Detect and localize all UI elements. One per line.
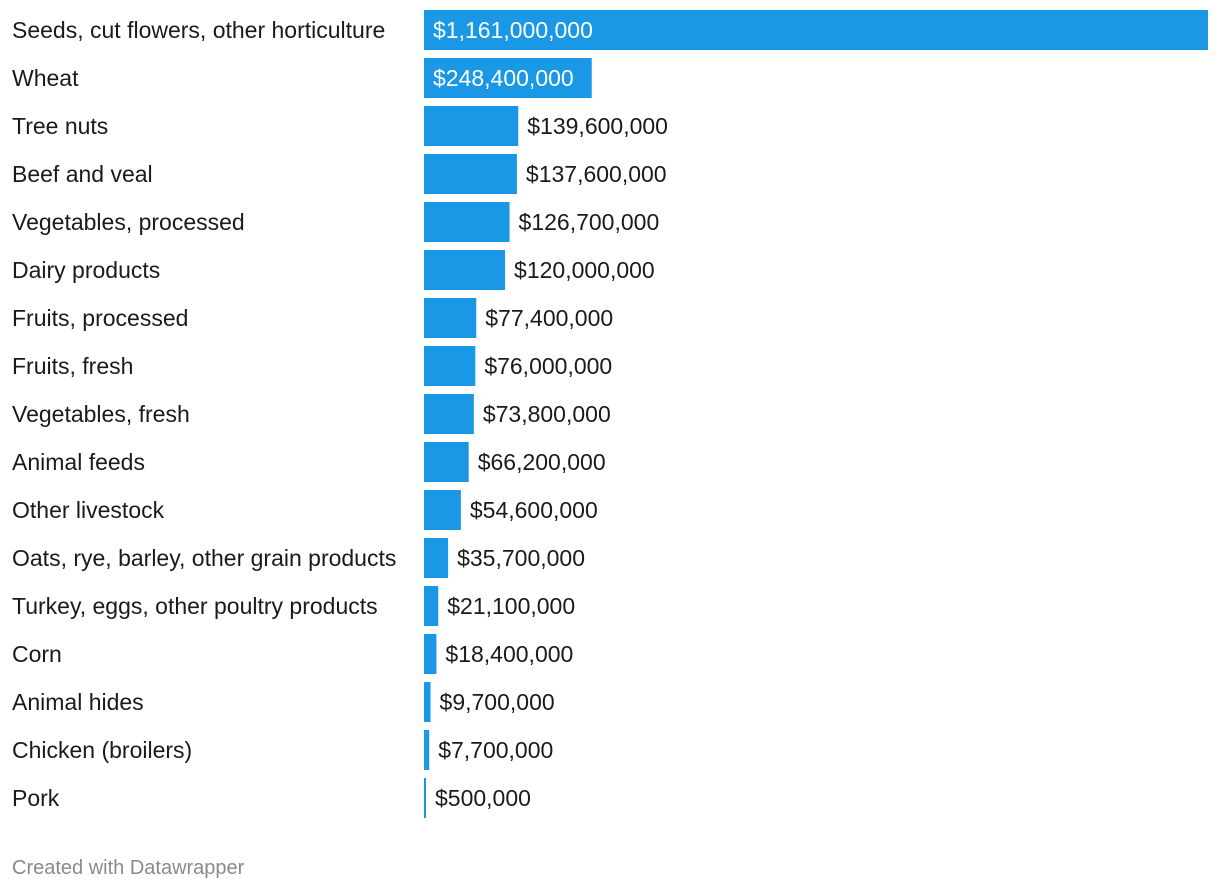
bar-14 — [424, 634, 437, 674]
category-label: Pork — [12, 785, 60, 811]
bar-12 — [424, 538, 449, 578]
category-label: Fruits, fresh — [12, 353, 133, 379]
value-label: $139,600,000 — [527, 113, 668, 139]
category-label: Animal feeds — [12, 449, 145, 475]
value-label: $1,161,000,000 — [433, 17, 593, 43]
footer-credit: Created with Datawrapper — [12, 857, 245, 879]
category-label: Oats, rye, barley, other grain products — [12, 545, 396, 571]
bar-15 — [424, 682, 431, 722]
category-label: Dairy products — [12, 257, 160, 283]
category-label: Corn — [12, 641, 62, 667]
value-label: $137,600,000 — [526, 161, 667, 187]
value-label: $120,000,000 — [514, 257, 655, 283]
bar-5 — [424, 202, 510, 242]
category-label: Tree nuts — [12, 113, 108, 139]
value-label: $126,700,000 — [519, 209, 660, 235]
bar-4 — [424, 154, 517, 194]
bar-chart: Seeds, cut flowers, other horticulture $1… — [12, 10, 1208, 818]
bar-9 — [424, 394, 474, 434]
bar-1 — [424, 10, 1208, 50]
category-label: Vegetables, fresh — [12, 401, 190, 427]
category-label: Beef and veal — [12, 161, 153, 187]
category-label: Vegetables, processed — [12, 209, 245, 235]
value-label: $248,400,000 — [433, 65, 574, 91]
bar-17 — [424, 778, 426, 818]
value-label: $76,000,000 — [484, 353, 612, 379]
category-label: Animal hides — [12, 689, 144, 715]
bar-2 — [424, 58, 592, 98]
value-label: $21,100,000 — [447, 593, 575, 619]
bar-13 — [424, 586, 439, 626]
value-label: $500,000 — [435, 785, 531, 811]
value-label: $9,700,000 — [440, 689, 555, 715]
bar-8 — [424, 346, 476, 386]
value-label: $66,200,000 — [478, 449, 606, 475]
category-label: Chicken (broilers) — [12, 737, 192, 763]
category-label: Turkey, eggs, other poultry products — [12, 593, 378, 619]
bar-7 — [424, 298, 477, 338]
value-label: $77,400,000 — [485, 305, 613, 331]
value-label: $35,700,000 — [457, 545, 585, 571]
bar-10 — [424, 442, 469, 482]
category-label: Fruits, processed — [12, 305, 188, 331]
category-label: Seeds, cut flowers, other horticulture — [12, 17, 385, 43]
bar-16 — [424, 730, 430, 770]
value-label: $73,800,000 — [483, 401, 611, 427]
category-label: Other livestock — [12, 497, 165, 523]
value-label: $18,400,000 — [445, 641, 573, 667]
value-label: $54,600,000 — [470, 497, 598, 523]
bar-11 — [424, 490, 461, 530]
bar-3 — [424, 106, 519, 146]
bar-6 — [424, 250, 506, 290]
category-label: Wheat — [12, 65, 79, 91]
value-label: $7,700,000 — [438, 737, 553, 763]
